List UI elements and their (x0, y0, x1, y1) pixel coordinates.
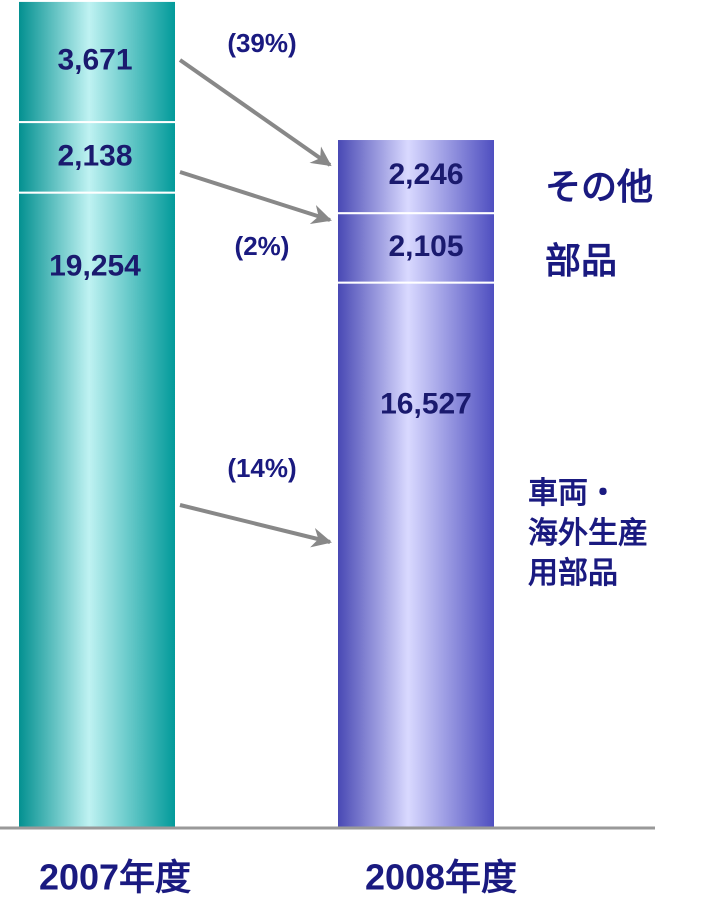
annotation: (2%) (235, 231, 290, 261)
x-tick-label: 2008年度 (365, 857, 517, 898)
arrow (179, 170, 332, 225)
bars (17, 0, 496, 830)
annotation: (39%) (227, 28, 296, 58)
annotation: (14%) (227, 453, 296, 483)
bar-segment (17, 191, 177, 830)
value-label: 2,105 (388, 230, 463, 263)
legend-entry: その他 (545, 167, 654, 208)
value-label: 2,246 (388, 158, 463, 191)
value-label: 16,527 (380, 388, 472, 421)
bar-segment (336, 138, 496, 215)
bar-segment (336, 212, 496, 284)
arrow (178, 58, 332, 167)
value-label: 3,671 (57, 43, 132, 76)
value-label: 19,254 (49, 250, 141, 283)
bar-segment (17, 121, 177, 194)
value-label: 2,138 (57, 139, 132, 172)
bar-segment (336, 281, 496, 829)
arrow (179, 503, 332, 548)
bar-segment (17, 0, 177, 124)
legend-entry: 部品 (545, 241, 618, 282)
x-tick-label: 2007年度 (39, 857, 191, 898)
legend-entry: 車両・ 海外生産 用部品 (528, 476, 648, 591)
